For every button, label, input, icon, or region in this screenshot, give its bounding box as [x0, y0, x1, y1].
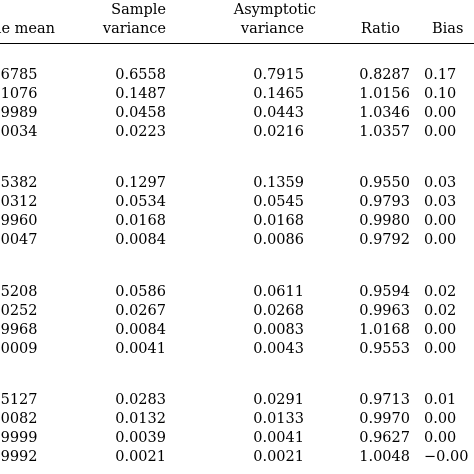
cell-bias: 0.00 [424, 105, 457, 121]
cell-bias: −0.00 [424, 449, 469, 465]
cell-sample-variance: 0.0021 [115, 449, 166, 465]
cell-sample-mean: .0047 [0, 232, 38, 248]
cell-asymptotic-variance: 0.0611 [253, 284, 304, 300]
cell-sample-mean: .1076 [0, 86, 38, 102]
cell-asymptotic-variance: 0.0443 [253, 105, 304, 121]
cell-sample-variance: 0.0084 [115, 322, 166, 338]
header-rule [0, 43, 474, 44]
cell-ratio: 0.9550 [359, 175, 410, 191]
cell-ratio: 1.0357 [359, 124, 410, 140]
header-sample-mean: le mean [0, 21, 55, 37]
cell-asymptotic-variance: 0.0168 [253, 213, 304, 229]
cell-asymptotic-variance: 0.0268 [253, 303, 304, 319]
cell-ratio: 1.0048 [359, 449, 410, 465]
cell-sample-mean: .0009 [0, 341, 38, 357]
cell-bias: 0.02 [424, 284, 457, 300]
cell-asymptotic-variance: 0.0083 [253, 322, 304, 338]
cell-sample-variance: 0.0223 [115, 124, 166, 140]
cell-sample-variance: 0.0084 [115, 232, 166, 248]
cell-bias: 0.03 [424, 194, 457, 210]
cell-sample-mean: .5127 [0, 392, 38, 408]
cell-ratio: 0.9553 [359, 341, 410, 357]
header-bias: Bias [432, 21, 464, 37]
cell-bias: 0.00 [424, 430, 457, 446]
cell-sample-variance: 0.0283 [115, 392, 166, 408]
cell-ratio: 0.9793 [359, 194, 410, 210]
cell-ratio: 0.8287 [359, 67, 410, 83]
cell-asymptotic-variance: 0.1359 [253, 175, 304, 191]
cell-sample-variance: 0.0586 [115, 284, 166, 300]
cell-bias: 0.17 [424, 67, 457, 83]
cell-sample-mean: .0312 [0, 194, 38, 210]
cell-bias: 0.00 [424, 124, 457, 140]
cell-asymptotic-variance: 0.0086 [253, 232, 304, 248]
cell-sample-variance: 0.0132 [115, 411, 166, 427]
cell-ratio: 0.9594 [359, 284, 410, 300]
cell-sample-variance: 0.6558 [115, 67, 166, 83]
cell-ratio: 0.9627 [359, 430, 410, 446]
header-sample-variance-line2: variance [102, 21, 166, 37]
cell-bias: 0.00 [424, 232, 457, 248]
cell-asymptotic-variance: 0.7915 [253, 67, 304, 83]
cell-sample-mean: .0082 [0, 411, 38, 427]
cell-bias: 0.00 [424, 213, 457, 229]
cell-asymptotic-variance: 0.0041 [253, 430, 304, 446]
cell-sample-mean: .9992 [0, 449, 38, 465]
cell-asymptotic-variance: 0.0216 [253, 124, 304, 140]
header-asymptotic-variance-line2: variance [240, 21, 304, 37]
cell-sample-variance: 0.0168 [115, 213, 166, 229]
cell-bias: 0.01 [424, 392, 457, 408]
cell-sample-variance: 0.1297 [115, 175, 166, 191]
cell-sample-mean: .9999 [0, 430, 38, 446]
cell-ratio: 0.9980 [359, 213, 410, 229]
cell-sample-mean: .9989 [0, 105, 38, 121]
cell-bias: 0.02 [424, 303, 457, 319]
cell-sample-variance: 0.0039 [115, 430, 166, 446]
cell-sample-variance: 0.1487 [115, 86, 166, 102]
cell-sample-mean: .5382 [0, 175, 38, 191]
cell-sample-mean: .0252 [0, 303, 38, 319]
cell-ratio: 0.9970 [359, 411, 410, 427]
cell-asymptotic-variance: 0.0291 [253, 392, 304, 408]
cell-sample-mean: .9968 [0, 322, 38, 338]
cell-bias: 0.03 [424, 175, 457, 191]
cell-asymptotic-variance: 0.0043 [253, 341, 304, 357]
cell-sample-mean: .9960 [0, 213, 38, 229]
cell-sample-mean: .0034 [0, 124, 38, 140]
cell-sample-variance: 0.0534 [115, 194, 166, 210]
cell-bias: 0.00 [424, 341, 457, 357]
cell-bias: 0.00 [424, 411, 457, 427]
cell-ratio: 1.0156 [359, 86, 410, 102]
cell-ratio: 0.9963 [359, 303, 410, 319]
cell-asymptotic-variance: 0.0133 [253, 411, 304, 427]
header-sample-variance-line1: Sample [111, 2, 166, 18]
cell-bias: 0.00 [424, 322, 457, 338]
header-asymptotic-variance-line1: Asymptotic [233, 2, 316, 18]
cell-sample-mean: .6785 [0, 67, 38, 83]
cell-ratio: 0.9792 [359, 232, 410, 248]
header-ratio: Ratio [360, 21, 400, 37]
cell-ratio: 0.9713 [359, 392, 410, 408]
cell-sample-mean: .5208 [0, 284, 38, 300]
cell-asymptotic-variance: 0.0545 [253, 194, 304, 210]
cell-sample-variance: 0.0267 [115, 303, 166, 319]
cell-bias: 0.10 [424, 86, 457, 102]
cell-ratio: 1.0168 [359, 322, 410, 338]
cell-ratio: 1.0346 [359, 105, 410, 121]
cell-sample-variance: 0.0041 [115, 341, 166, 357]
cell-sample-variance: 0.0458 [115, 105, 166, 121]
cell-asymptotic-variance: 0.1465 [253, 86, 304, 102]
cell-asymptotic-variance: 0.0021 [253, 449, 304, 465]
